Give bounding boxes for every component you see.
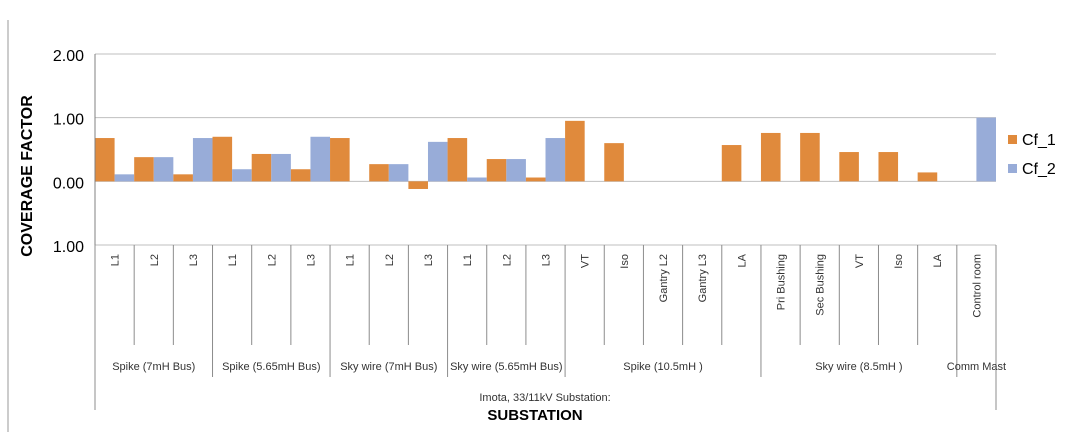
bar-cf-2 [271,153,291,182]
bar-cf-1 [760,132,781,182]
bar-cf-1 [408,181,428,189]
x-tick-label: L1 [462,254,474,266]
bar-cf-2 [427,141,448,182]
bar-cf-1 [251,153,272,182]
x-tick-label: Sec Bushing [815,254,827,316]
bar-cf-1 [330,138,350,182]
legend-label: Cf_2 [1022,161,1056,178]
x-tick-label: L3 [188,254,200,266]
bar-cf-1 [800,132,820,182]
x-tick-label: LA [932,253,944,267]
x-group-label: Sky wire (7mH Bus) [340,361,437,373]
x-tick-label: Iso [619,254,631,269]
x-group-label: Comm Mast [947,361,1006,373]
x-tick-label: L2 [149,254,161,266]
x-axis-group-title: Imota, 33/11kV Substation: [479,392,610,404]
x-group-label: Spike (5.65mH Bus) [222,361,320,373]
x-tick-label: L1 [110,254,122,266]
x-tick-label: Iso [893,254,905,269]
bar-cf-1 [525,177,546,182]
bar-cf-1 [721,145,742,182]
bar-cf-2 [114,174,135,182]
bar-cf-2 [467,177,487,182]
legend-swatch [1008,135,1017,144]
x-group-label: Sky wire (5.65mH Bus) [450,361,562,373]
y-tick-label: 1.00 [53,239,84,256]
x-tick-label: L2 [266,254,278,266]
bar-cf-1 [486,159,507,182]
bar-cf-2 [232,169,252,182]
bar-cf-1 [134,157,154,182]
bar-cf-2 [506,159,526,182]
x-group-label: Sky wire (8.5mH ) [815,361,902,373]
x-tick-label: L3 [423,254,435,266]
bar-cf-1 [878,152,899,182]
y-tick-label: 2.00 [53,48,84,65]
x-tick-label: L1 [345,254,357,266]
legend: Cf_1 Cf_2 [1008,132,1056,178]
bar-cf-2 [388,164,409,182]
bar-cf-1 [604,143,624,182]
bar-cf-2 [545,138,566,182]
legend-label: Cf_1 [1022,132,1056,149]
bar-cf-1 [447,138,468,182]
x-group-label: Spike (7mH Bus) [112,361,195,373]
x-axis-title: SUBSTATION [487,407,582,424]
y-tick-label: 0.00 [53,175,84,192]
bar-cf-1 [839,152,859,182]
bar-cf-2 [976,117,996,182]
bar-cf-1 [917,172,938,182]
x-tick-label: VT [854,254,866,268]
x-tick-label: L2 [501,254,513,266]
bar-cf-1 [212,136,233,182]
legend-swatch [1008,164,1017,173]
x-tick-label: L1 [227,254,239,266]
x-tick-label: Gantry L3 [697,254,709,302]
bar-cf-1 [369,164,389,182]
x-group-label: Spike (10.5mH ) [623,361,702,373]
bar-cf-2 [153,157,174,182]
x-tick-label: Pri Bushing [776,254,788,310]
x-tick-label: Gantry L2 [658,254,670,302]
y-axis-title: COVERAGE FACTOR [19,95,36,257]
x-tick-label: L3 [305,254,317,266]
bar-cf-1 [173,174,193,182]
x-tick-label: LA [736,253,748,267]
bar-cf-2 [192,138,213,182]
bar-cf-1 [95,138,115,182]
x-tick-label: VT [580,254,592,268]
x-tick-label: Control room [971,254,983,318]
x-tick-label: L2 [384,254,396,266]
y-tick-label: 1.00 [53,112,84,129]
x-tick-label: L3 [541,254,553,266]
bar-cf-2 [310,136,331,182]
bar-cf-1 [565,120,585,182]
bar-cf-1 [290,169,311,182]
